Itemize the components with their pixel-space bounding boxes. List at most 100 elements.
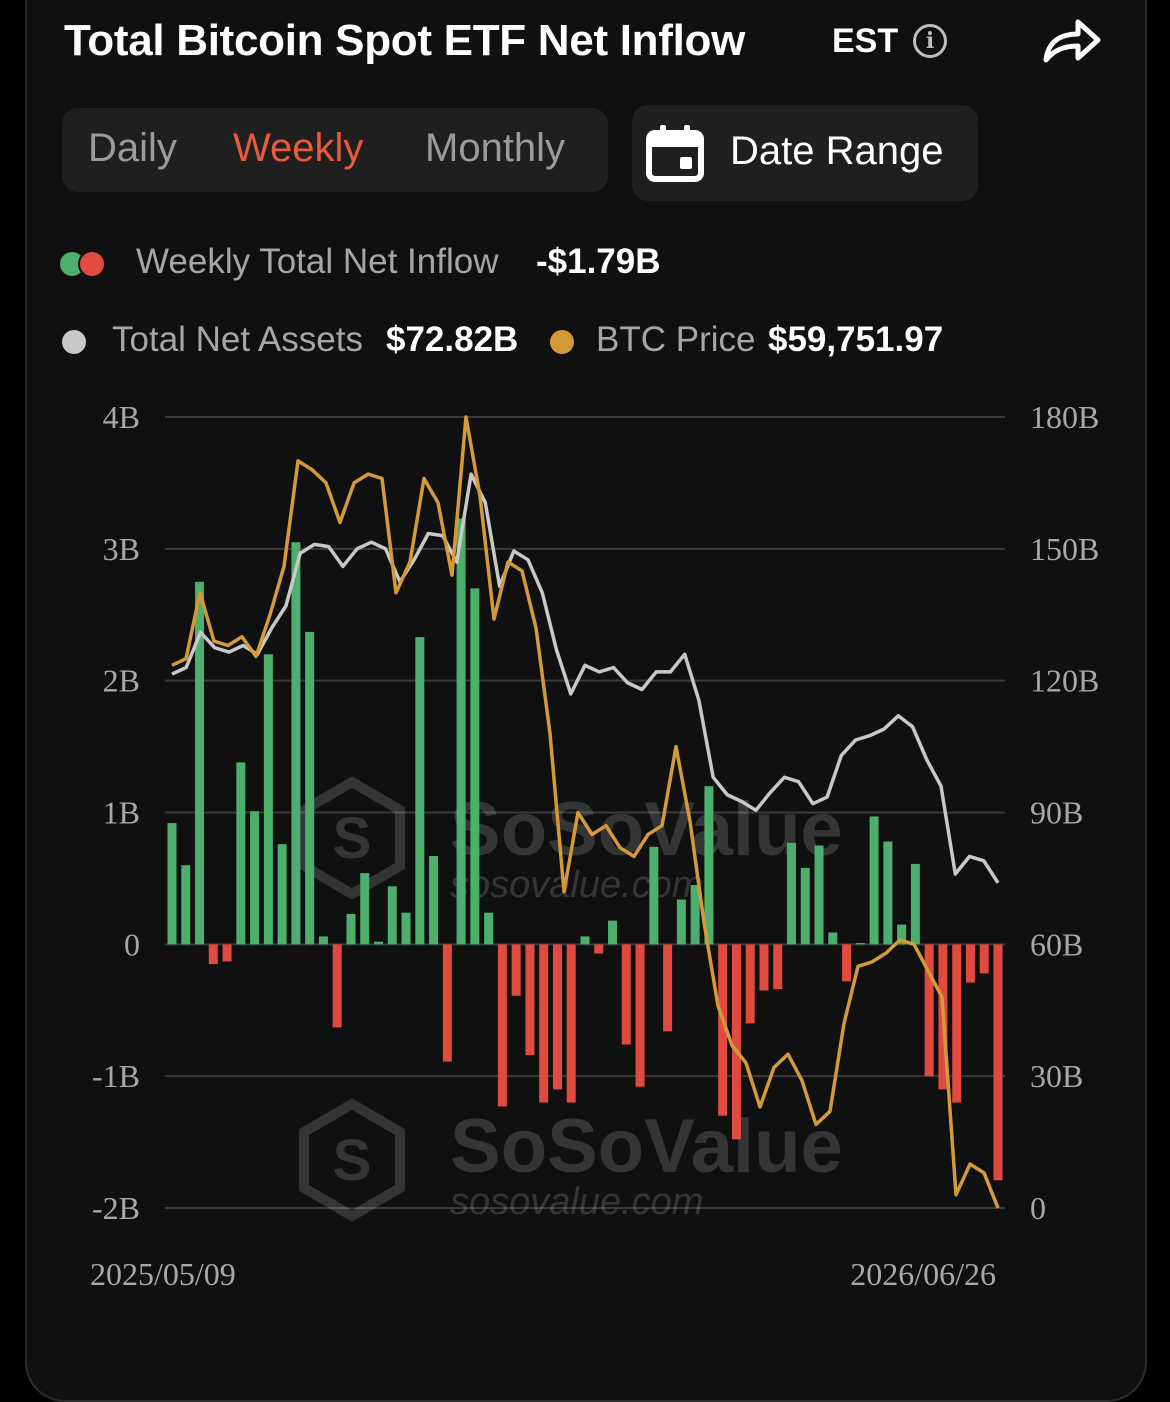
net-inflow-label: Weekly Total Net Inflow: [136, 242, 499, 281]
inflow-bar[interactable]: [525, 944, 535, 1056]
inflow-bar[interactable]: [539, 944, 549, 1103]
inflow-bar[interactable]: [635, 944, 645, 1087]
inflow-bar[interactable]: [415, 637, 425, 945]
right-tick-label: 0: [1030, 1190, 1046, 1226]
inflow-bar[interactable]: [883, 841, 893, 945]
inflow-bar[interactable]: [429, 856, 439, 945]
left-tick-label: -2B: [92, 1190, 140, 1226]
inflow-bar[interactable]: [828, 932, 838, 945]
watermark-brand-top: SoSoValue: [450, 787, 843, 872]
inflow-bar[interactable]: [566, 944, 576, 1103]
price-label: BTC Price: [596, 320, 756, 359]
inflow-bar[interactable]: [745, 944, 755, 1024]
axis-labels: 4B 180B 3B 150B 2B 120B 1B 90B 0 60B -1B 30B -2B 0 202…: [90, 399, 1099, 1292]
right-tick-label: 90B: [1030, 795, 1083, 831]
inflow-bar[interactable]: [470, 588, 480, 945]
x-start-label: 2025/05/09: [90, 1256, 236, 1292]
inflow-bar[interactable]: [195, 581, 205, 945]
info-icon[interactable]: i: [913, 24, 947, 58]
chart-card: [25, 0, 1147, 1402]
inflow-bar[interactable]: [222, 944, 232, 962]
left-tick-label: 3B: [103, 531, 140, 567]
inflow-bar[interactable]: [979, 944, 989, 974]
x-end-label: 2026/06/26: [850, 1256, 996, 1292]
inflow-bar[interactable]: [869, 816, 879, 945]
inflow-bar[interactable]: [401, 912, 411, 945]
right-tick-label: 180B: [1030, 399, 1099, 435]
inflow-bar[interactable]: [773, 944, 783, 990]
right-tick-label: 60B: [1030, 926, 1083, 962]
total-net-assets-line: [171, 472, 1000, 884]
right-tick-label: 30B: [1030, 1058, 1083, 1094]
left-tick-label: 2B: [103, 663, 140, 699]
net-inflow-value: -$1.79B: [536, 242, 661, 281]
inflow-bar[interactable]: [167, 823, 177, 945]
inflow-bar[interactable]: [263, 654, 273, 945]
share-icon[interactable]: [1040, 14, 1102, 66]
watermark: S SoSoValue sosovalue.com S SoSoValue so…: [299, 776, 843, 1223]
inflow-bar[interactable]: [360, 873, 370, 945]
left-tick-label: 1B: [103, 795, 140, 831]
left-tick-label: 4B: [103, 399, 140, 435]
inflow-bar[interactable]: [580, 936, 590, 945]
inflow-bar[interactable]: [332, 944, 342, 1028]
inflow-bar[interactable]: [318, 936, 328, 945]
tab-weekly[interactable]: Weekly: [233, 126, 364, 170]
inflow-bar[interactable]: [704, 786, 714, 945]
inflow-bar[interactable]: [910, 863, 920, 945]
inflow-bar[interactable]: [731, 944, 741, 1140]
inflow-bar[interactable]: [676, 899, 686, 945]
svg-text:S: S: [333, 1128, 372, 1193]
chart-area: S SoSoValue sosovalue.com S SoSoValue so…: [90, 399, 1099, 1292]
inflow-bar[interactable]: [814, 845, 824, 945]
inflow-bar[interactable]: [663, 944, 673, 1032]
inflow-bar[interactable]: [291, 542, 301, 945]
inflow-bar[interactable]: [952, 944, 962, 1103]
inflow-bar[interactable]: [965, 944, 975, 983]
period-tabs: Daily Weekly Monthly: [62, 108, 608, 192]
inflow-bar[interactable]: [387, 886, 397, 945]
inflow-bar[interactable]: [621, 944, 631, 1045]
inflow-bar[interactable]: [787, 842, 796, 945]
inflow-bar[interactable]: [511, 944, 521, 996]
inflow-bar[interactable]: [346, 914, 356, 945]
inflow-bar[interactable]: [800, 867, 810, 945]
inflow-bar[interactable]: [208, 944, 218, 965]
price-dot: [550, 330, 574, 354]
inflow-bar[interactable]: [277, 844, 287, 945]
page-title: Total Bitcoin Spot ETF Net Inflow: [64, 16, 745, 65]
inflow-bar[interactable]: [924, 944, 934, 1077]
inflow-bar[interactable]: [305, 631, 315, 945]
left-tick-label: 0: [124, 926, 140, 962]
right-tick-label: 150B: [1030, 531, 1099, 567]
inflow-bar[interactable]: [649, 846, 659, 945]
inflow-bar[interactable]: [759, 944, 769, 991]
inflow-bar[interactable]: [594, 944, 604, 954]
inflow-bar[interactable]: [250, 811, 260, 945]
inflow-bar[interactable]: [718, 944, 728, 1116]
timezone-label[interactable]: EST: [832, 22, 899, 60]
inflow-bar[interactable]: [897, 924, 907, 945]
inflow-negative-dot: [78, 250, 106, 278]
inflow-bar[interactable]: [497, 944, 507, 1107]
tab-monthly[interactable]: Monthly: [425, 126, 566, 170]
left-tick-label: -1B: [92, 1058, 140, 1094]
inflow-bar[interactable]: [690, 885, 700, 945]
tab-daily[interactable]: Daily: [88, 126, 177, 170]
inflow-bar[interactable]: [552, 944, 562, 1090]
watermark-brand-bottom: SoSoValue: [450, 1104, 843, 1189]
inflow-bar[interactable]: [993, 944, 1003, 1181]
inflow-bar[interactable]: [608, 920, 618, 945]
inflow-bar[interactable]: [374, 941, 383, 945]
assets-value: $72.82B: [386, 320, 519, 359]
inflow-bar[interactable]: [842, 944, 852, 982]
inflow-bar[interactable]: [456, 518, 466, 945]
inflow-bar[interactable]: [236, 762, 246, 945]
inflow-bar[interactable]: [442, 944, 452, 1062]
btc-price-line: [171, 415, 1000, 1209]
inflow-bar[interactable]: [484, 912, 494, 945]
inflow-bar[interactable]: [855, 943, 865, 945]
inflow-bar[interactable]: [181, 865, 191, 945]
date-range-button[interactable]: Date Range: [632, 105, 978, 201]
net-inflow-bars: [167, 518, 1003, 1181]
